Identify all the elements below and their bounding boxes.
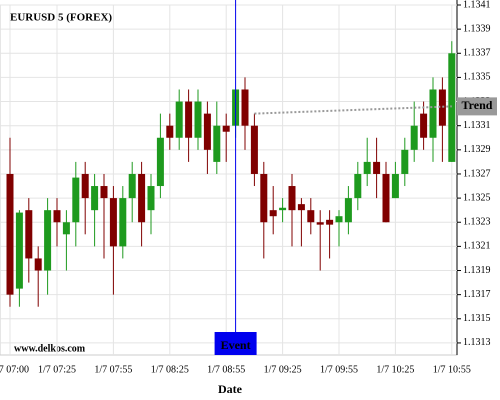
candle-body (100, 186, 108, 199)
chart-title: EURUSD 5 (FOREX) (10, 12, 112, 24)
candle-body (269, 210, 277, 217)
trend-label: Trend (462, 98, 493, 112)
candle-body (91, 186, 99, 211)
candle-body (166, 125, 174, 138)
y-tick-label: 1.1341 (463, 0, 491, 10)
candle-body (344, 198, 352, 223)
y-tick-label: 1.1337 (463, 48, 491, 59)
candle-body (288, 186, 296, 211)
candle-body (363, 161, 371, 174)
candle-body (391, 173, 399, 199)
source: www.delkos.com (14, 343, 86, 354)
x-tick-label: 1/7 08:25 (151, 364, 189, 375)
candle-body (429, 89, 437, 138)
y-tick-label: 1.1325 (463, 192, 491, 203)
candle-body (119, 198, 127, 247)
candle-body (213, 125, 221, 162)
x-tick-label: 1/7 07:00 (0, 364, 29, 375)
x-axis-label: Date (218, 382, 243, 396)
candle-body (147, 186, 155, 211)
x-tick-label: 1/7 09:25 (264, 364, 302, 375)
candle-body (448, 53, 456, 162)
y-tick-label: 1.1313 (463, 337, 491, 348)
x-tick-label: 1/7 09:55 (320, 364, 358, 375)
candle-body (354, 173, 362, 199)
candle-body (307, 210, 315, 223)
y-tick-label: 1.1335 (463, 72, 491, 83)
candle-body (6, 173, 14, 295)
candle-body (203, 113, 211, 150)
candle-body (62, 222, 70, 235)
y-tick-label: 1.1339 (463, 23, 491, 34)
candle-body (401, 149, 409, 174)
trend-line (254, 105, 452, 115)
y-tick-label: 1.1329 (463, 144, 491, 155)
candle-body (185, 101, 193, 138)
candle-body (156, 137, 164, 187)
candle-body (241, 89, 249, 126)
candle-body (373, 161, 381, 174)
x-tick-label: 1/7 08:55 (207, 364, 245, 375)
candle-body (44, 210, 52, 271)
event-label-box (214, 332, 257, 355)
candle-body (222, 125, 230, 132)
candle-body (25, 210, 33, 259)
candle-body (297, 204, 305, 211)
y-tick-label: 1.1315 (463, 313, 491, 324)
event-label: Event (221, 338, 251, 352)
candle-body (410, 125, 418, 150)
candle-body (138, 173, 146, 223)
y-tick-label: 1.1327 (463, 168, 491, 179)
candle-body (316, 222, 324, 225)
trend-label-box (457, 97, 497, 116)
y-tick-label: 1.1331 (463, 120, 491, 131)
candle-body (53, 210, 61, 223)
candle-body (382, 173, 390, 223)
x-tick-label: 1/7 10:25 (376, 364, 414, 375)
candle-body (128, 173, 136, 199)
candle-body (250, 125, 258, 174)
candle-body (420, 113, 428, 138)
x-tick-label: 1/7 07:25 (38, 364, 76, 375)
y-tick-label: 1.1321 (463, 241, 491, 252)
candle-body (72, 177, 80, 223)
candle-body (194, 101, 202, 138)
candle-body (109, 198, 117, 247)
candle-body (260, 173, 268, 223)
candle-body (81, 173, 89, 199)
candle-body (15, 212, 23, 289)
y-tick-label: 1.1317 (463, 289, 491, 300)
candle-body (34, 258, 42, 271)
candle-body (175, 101, 183, 138)
x-tick-label: 1/7 10:55 (433, 364, 471, 375)
y-tick-label: 1.1319 (463, 265, 491, 276)
candle-body (335, 216, 343, 223)
x-tick-label: 1/7 07:55 (94, 364, 132, 375)
candle-body (326, 219, 334, 225)
candle-body (279, 207, 287, 211)
y-tick-label: 1.1323 (463, 217, 491, 228)
